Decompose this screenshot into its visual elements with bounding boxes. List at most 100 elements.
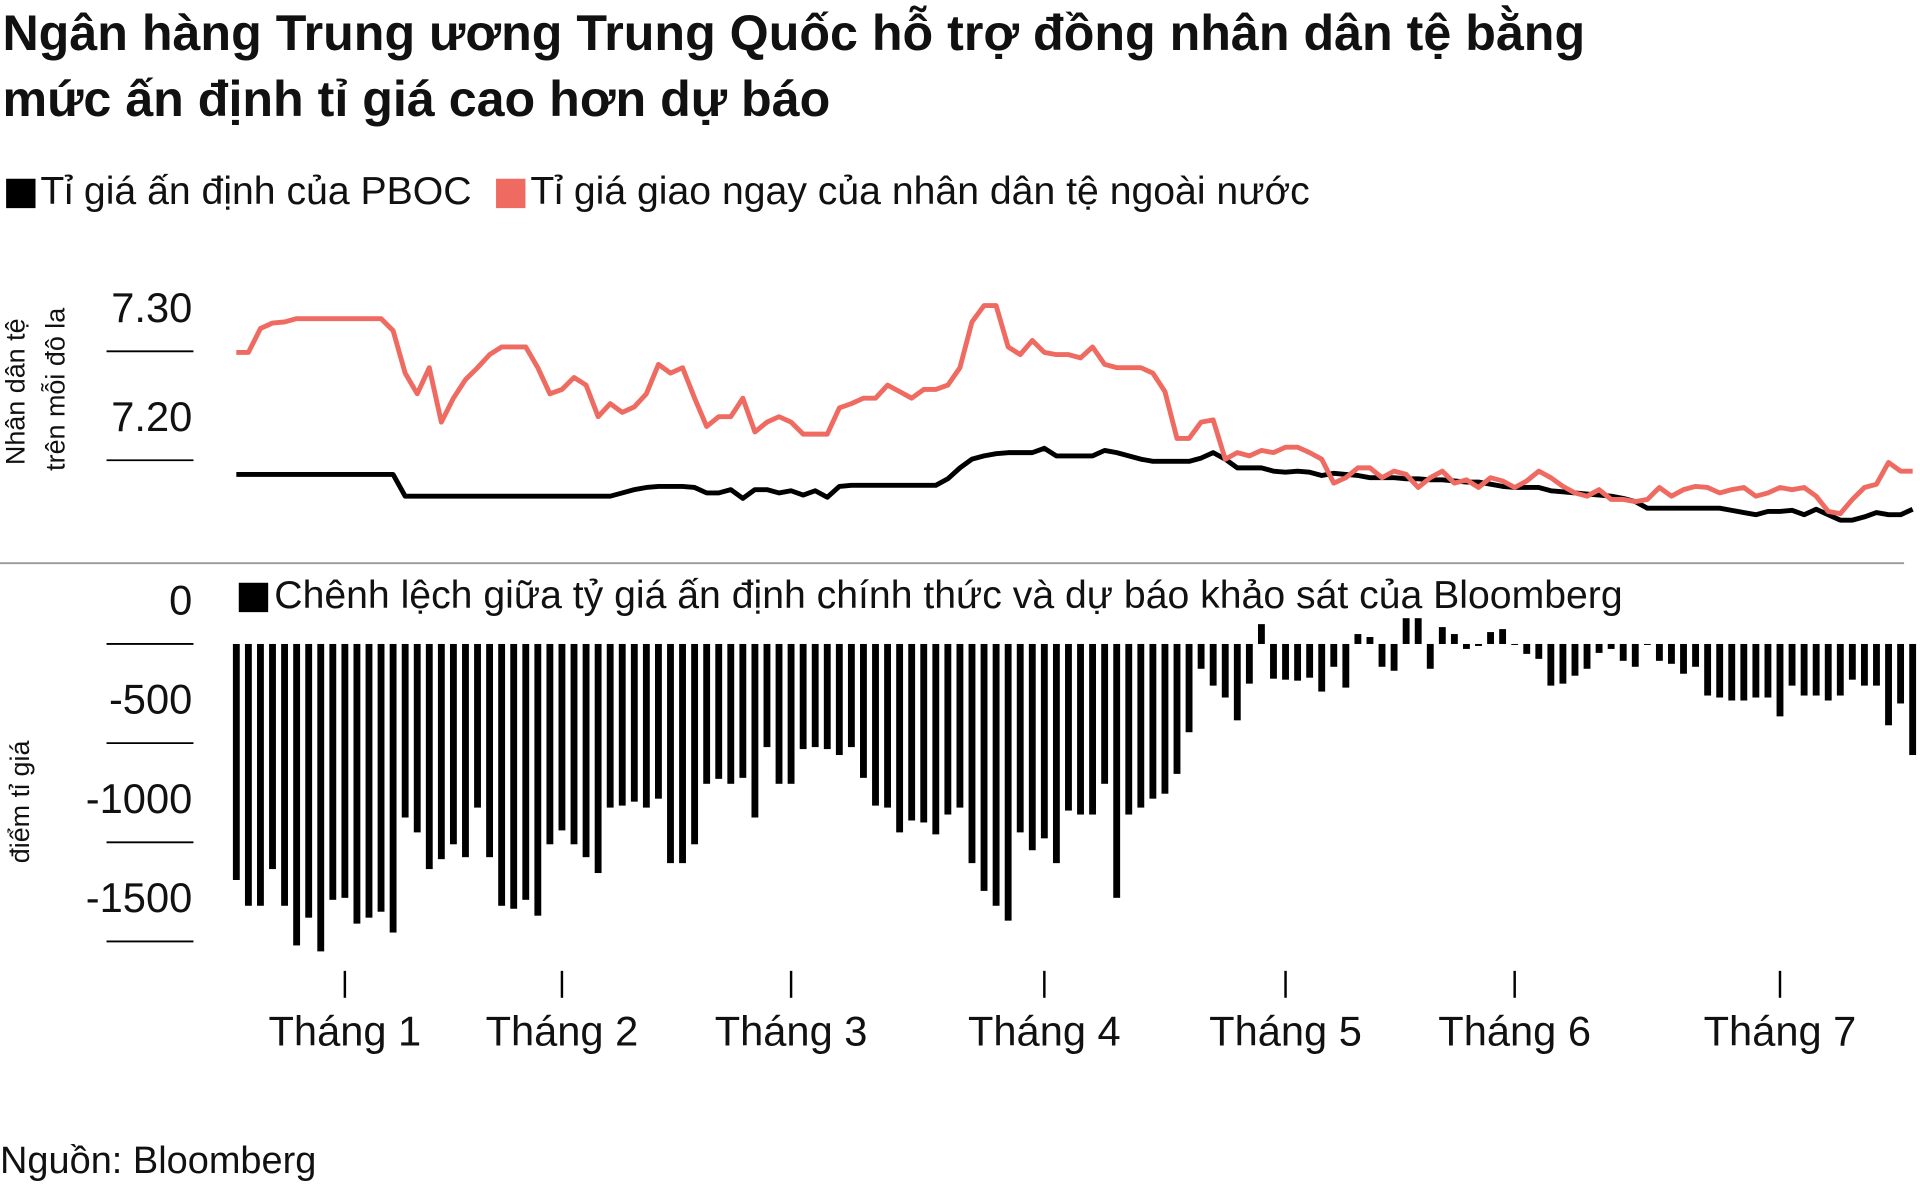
bar	[582, 643, 590, 858]
bar	[1125, 643, 1133, 815]
bar	[1897, 643, 1905, 704]
bar	[305, 643, 313, 918]
bar	[546, 643, 554, 845]
bar	[1101, 643, 1109, 784]
line-series	[236, 303, 1913, 517]
y-axis-title: trên mỗi đô la	[40, 308, 71, 471]
bar	[1740, 643, 1748, 701]
y-tick-label: -500	[109, 676, 192, 723]
bar	[1390, 643, 1398, 671]
bar	[377, 643, 385, 912]
bar	[1692, 643, 1700, 667]
bar	[1716, 643, 1724, 698]
y-axis-title: điểm tỉ giá	[5, 741, 35, 864]
bar	[1764, 643, 1772, 698]
y-tick-label: 7.30	[111, 284, 192, 331]
bar	[401, 643, 409, 818]
bar	[1523, 643, 1531, 654]
x-tick-label: Tháng 5	[1209, 1008, 1362, 1055]
bar	[1643, 643, 1651, 645]
bar	[293, 643, 301, 946]
bar	[679, 643, 686, 864]
bar	[1607, 643, 1615, 649]
bar	[1402, 618, 1410, 644]
bar	[1378, 643, 1386, 667]
legend-label: Chênh lệch giữa tỷ giá ấn định chính thứ…	[274, 574, 1622, 617]
bar	[413, 643, 421, 833]
bar	[1438, 627, 1446, 644]
bar	[618, 643, 626, 806]
bar	[1511, 643, 1519, 645]
bar	[1535, 643, 1543, 659]
bar	[1885, 643, 1892, 726]
chart-title: Ngân hàng Trung ương Trung Quốc hỗ trợ đ…	[2, 5, 1585, 61]
x-tick-label: Tháng 2	[486, 1008, 639, 1055]
bar	[462, 643, 469, 858]
line-series	[236, 445, 1914, 523]
bar	[1270, 643, 1277, 679]
bar	[739, 643, 747, 778]
x-tick-label: Tháng 7	[1704, 1008, 1857, 1055]
bar	[437, 643, 445, 860]
bar	[860, 643, 867, 778]
legend-swatch	[238, 582, 269, 613]
bar	[1776, 643, 1784, 717]
bar	[353, 643, 361, 924]
bar	[1836, 643, 1844, 696]
legend-swatch	[6, 178, 36, 209]
bar	[1354, 634, 1362, 644]
bar	[1487, 632, 1494, 644]
bar	[630, 643, 638, 802]
bar	[823, 643, 831, 750]
bar	[1824, 643, 1832, 701]
bar	[1728, 643, 1736, 701]
bar	[1463, 643, 1470, 649]
bar	[1306, 643, 1314, 678]
bar	[932, 643, 940, 835]
bar	[1655, 643, 1663, 661]
bar	[896, 643, 904, 833]
bar	[811, 643, 819, 748]
bar	[1414, 618, 1422, 644]
bar	[1848, 643, 1856, 680]
bar	[1197, 643, 1205, 669]
bar	[522, 643, 530, 900]
bar	[1595, 643, 1603, 653]
bar	[232, 643, 240, 880]
bar	[257, 643, 264, 906]
y-tick-label: -1000	[86, 775, 192, 822]
bar	[1873, 643, 1880, 686]
bar	[558, 643, 566, 831]
bar	[1631, 643, 1639, 667]
bar	[1137, 643, 1145, 808]
y-tick-label: 7.20	[111, 393, 192, 440]
bar	[775, 643, 783, 784]
bar	[1052, 643, 1060, 864]
bar	[727, 643, 735, 784]
bar	[1812, 643, 1820, 696]
bar	[1668, 643, 1675, 664]
bar	[510, 643, 518, 909]
bar	[244, 643, 252, 906]
bar	[269, 643, 276, 870]
bar	[1571, 643, 1579, 676]
bar	[980, 643, 988, 891]
bar	[1547, 643, 1555, 686]
source: Nguồn: Bloomberg	[0, 1140, 316, 1182]
bar	[498, 643, 506, 906]
bar	[1450, 634, 1458, 644]
bar	[1366, 637, 1374, 644]
bar	[944, 643, 952, 815]
bar	[1028, 643, 1036, 851]
bar	[1233, 643, 1241, 721]
bar	[1704, 643, 1712, 696]
bar	[1294, 643, 1302, 681]
chart-title: mức ấn định tỉ giá cao hơn dự báo	[2, 71, 830, 127]
bar	[534, 643, 542, 916]
bar	[763, 643, 771, 748]
bar	[884, 643, 891, 808]
bar	[1077, 643, 1084, 815]
bar	[1113, 643, 1121, 898]
bar	[1065, 643, 1072, 811]
